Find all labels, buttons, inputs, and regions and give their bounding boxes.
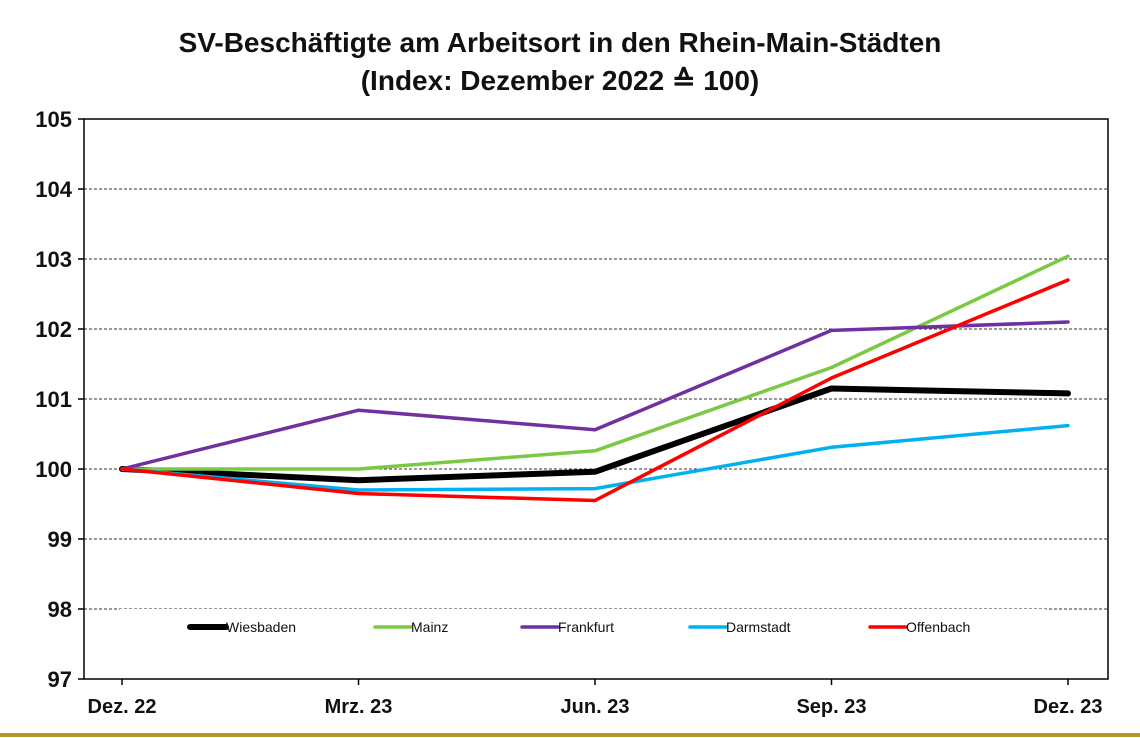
series-lines — [119, 254, 1071, 503]
y-tick-label: 98 — [48, 597, 72, 622]
x-tick-label: Sep. 23 — [796, 696, 866, 718]
y-tick-label: 102 — [35, 317, 72, 342]
legend-label-offenbach: Offenbach — [906, 619, 970, 635]
x-tick-label: Dez. 22 — [88, 696, 157, 718]
x-axis-tick-labels: Dez. 22 Mrz. 23 Jun. 23 Sep. 23 Dez. 23 — [88, 696, 1103, 718]
legend-label-darmstadt: Darmstadt — [726, 619, 791, 635]
chart-title: SV-Beschäftigte am Arbeitsort in den Rhe… — [179, 27, 942, 58]
legend-label-frankfurt: Frankfurt — [558, 619, 614, 635]
y-tick-label: 100 — [35, 457, 72, 482]
legend-label-wiesbaden: Wiesbaden — [226, 619, 296, 635]
y-tick-label: 97 — [48, 667, 72, 692]
series-line-frankfurt — [120, 320, 1070, 471]
gridlines — [84, 188, 1108, 610]
y-axis-tick-labels: 97 98 99 100 101 102 103 104 105 — [35, 107, 72, 692]
legend-label-mainz: Mainz — [411, 619, 448, 635]
axes — [78, 118, 1109, 685]
y-tick-label: 101 — [35, 387, 72, 412]
chart-subtitle: (Index: Dezember 2022 ≙ 100) — [361, 65, 760, 96]
x-tick-label: Mrz. 23 — [325, 696, 393, 718]
y-tick-label: 99 — [48, 527, 72, 552]
x-tick-label: Dez. 23 — [1034, 696, 1103, 718]
legend: Wiesbaden Mainz Frankfurt Darmstadt Offenbac… — [120, 609, 1046, 643]
bottom-rule — [0, 733, 1140, 737]
y-tick-label: 103 — [35, 247, 72, 272]
y-tick-label: 105 — [35, 107, 72, 132]
y-tick-label: 104 — [35, 177, 72, 202]
x-tick-label: Jun. 23 — [561, 696, 630, 718]
